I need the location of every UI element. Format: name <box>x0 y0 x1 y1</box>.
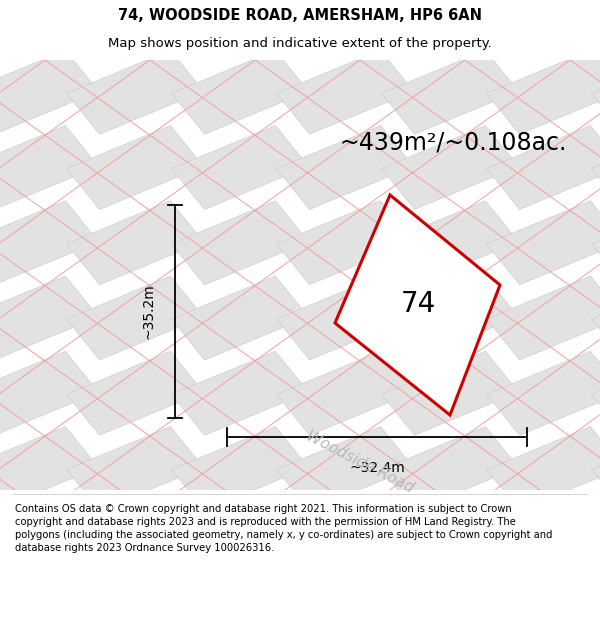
Text: ~35.2m: ~35.2m <box>141 284 155 339</box>
Text: ~32.4m: ~32.4m <box>349 461 405 474</box>
Polygon shape <box>172 351 308 435</box>
Polygon shape <box>172 502 308 586</box>
Polygon shape <box>67 50 203 134</box>
Polygon shape <box>172 126 308 209</box>
Text: 74: 74 <box>401 291 436 319</box>
Text: Contains OS data © Crown copyright and database right 2021. This information is : Contains OS data © Crown copyright and d… <box>15 504 553 553</box>
Polygon shape <box>382 126 518 209</box>
Polygon shape <box>67 126 203 209</box>
Polygon shape <box>382 276 518 360</box>
Polygon shape <box>67 0 203 59</box>
Polygon shape <box>0 0 98 59</box>
Polygon shape <box>487 50 600 134</box>
Polygon shape <box>487 502 600 586</box>
Polygon shape <box>592 276 600 360</box>
Polygon shape <box>277 126 413 209</box>
Polygon shape <box>67 276 203 360</box>
Polygon shape <box>335 195 500 415</box>
Polygon shape <box>592 201 600 285</box>
Polygon shape <box>277 50 413 134</box>
Polygon shape <box>172 276 308 360</box>
Text: Woodside Road: Woodside Road <box>304 428 416 496</box>
Polygon shape <box>67 577 203 625</box>
Polygon shape <box>382 50 518 134</box>
Polygon shape <box>277 276 413 360</box>
Polygon shape <box>0 276 98 360</box>
Polygon shape <box>382 577 518 625</box>
Polygon shape <box>487 426 600 511</box>
Polygon shape <box>592 577 600 625</box>
Polygon shape <box>0 502 98 586</box>
Polygon shape <box>592 0 600 59</box>
Polygon shape <box>67 351 203 435</box>
Polygon shape <box>382 426 518 511</box>
Polygon shape <box>0 201 98 285</box>
Polygon shape <box>592 351 600 435</box>
Polygon shape <box>487 201 600 285</box>
Polygon shape <box>67 502 203 586</box>
Text: Map shows position and indicative extent of the property.: Map shows position and indicative extent… <box>108 37 492 50</box>
Polygon shape <box>487 126 600 209</box>
Polygon shape <box>172 0 308 59</box>
Polygon shape <box>487 577 600 625</box>
Polygon shape <box>277 502 413 586</box>
Polygon shape <box>0 577 98 625</box>
Polygon shape <box>382 502 518 586</box>
Polygon shape <box>277 426 413 511</box>
Polygon shape <box>487 276 600 360</box>
Polygon shape <box>0 351 98 435</box>
Polygon shape <box>487 351 600 435</box>
Text: 74, WOODSIDE ROAD, AMERSHAM, HP6 6AN: 74, WOODSIDE ROAD, AMERSHAM, HP6 6AN <box>118 8 482 22</box>
Polygon shape <box>592 502 600 586</box>
Polygon shape <box>172 577 308 625</box>
Text: ~439m²/~0.108ac.: ~439m²/~0.108ac. <box>340 131 568 155</box>
Polygon shape <box>592 426 600 511</box>
Polygon shape <box>172 201 308 285</box>
Polygon shape <box>487 0 600 59</box>
Polygon shape <box>592 126 600 209</box>
Polygon shape <box>0 426 98 511</box>
Polygon shape <box>382 201 518 285</box>
Polygon shape <box>67 426 203 511</box>
Polygon shape <box>0 50 98 134</box>
Polygon shape <box>277 0 413 59</box>
Polygon shape <box>382 0 518 59</box>
Polygon shape <box>277 577 413 625</box>
Polygon shape <box>172 50 308 134</box>
Polygon shape <box>592 50 600 134</box>
Polygon shape <box>172 426 308 511</box>
Polygon shape <box>277 201 413 285</box>
Polygon shape <box>382 351 518 435</box>
Polygon shape <box>67 201 203 285</box>
Polygon shape <box>277 351 413 435</box>
Polygon shape <box>0 126 98 209</box>
